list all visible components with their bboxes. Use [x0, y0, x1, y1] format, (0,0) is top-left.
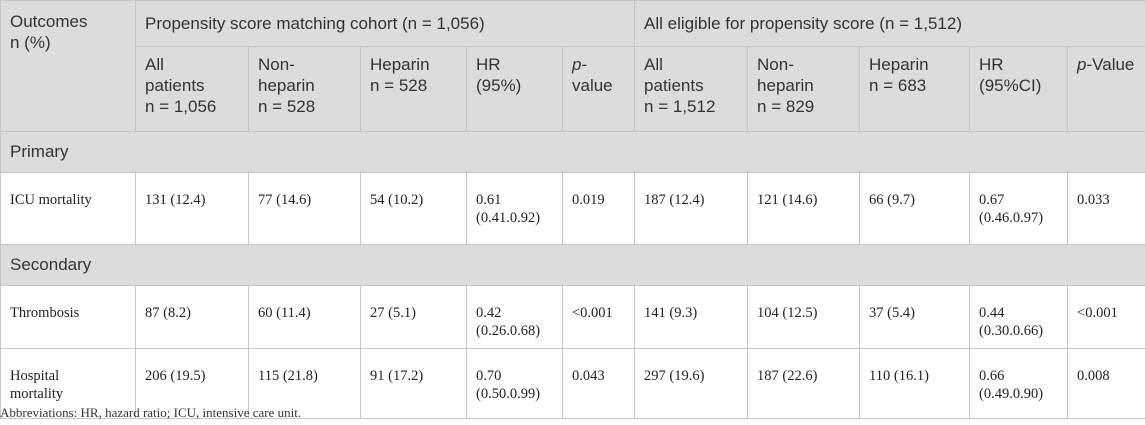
section-label-secondary: Secondary [0, 244, 1145, 286]
col-header-text: n = 683 [869, 76, 927, 95]
col-header-text: (95%) [476, 76, 522, 95]
col-header-text: Non- [258, 55, 295, 74]
cell: 297 (19.6) [634, 348, 749, 419]
cell-hr: 0.42 (0.26.0.68) [466, 285, 563, 349]
cell: 87 (8.2) [135, 285, 249, 349]
cell-text: (0.30.0.66) [979, 323, 1044, 339]
table-row: Thrombosis 87 (8.2) 60 (11.4) 27 (5.1) 0… [0, 285, 1145, 349]
cell: 60 (11.4) [248, 285, 361, 349]
col-header-text: n = 829 [757, 97, 815, 116]
col-header-text: heparin [757, 76, 814, 95]
cell-text: 0.44 [979, 305, 1005, 321]
col-header-text: All [145, 55, 164, 74]
col-header-text: - [581, 55, 588, 74]
col-header-g1-heparin: Heparin n = 528 [360, 46, 467, 132]
cell-text: 0.42 [476, 305, 502, 321]
table-footnote: Abbreviations: HR, hazard ratio; ICU, in… [0, 405, 302, 420]
cell: 131 (12.4) [135, 172, 249, 245]
col-header-g1-hr: HR (95%) [466, 46, 563, 132]
col-header-g2-all-patients: All patients n = 1,512 [634, 46, 749, 132]
col-header-g1-p-value: p- value [561, 46, 636, 132]
cell: 104 (12.5) [747, 285, 861, 349]
cell: <0.001 [1067, 285, 1145, 349]
outcomes-header-line1: Outcomes [10, 12, 88, 31]
col-header-text: Non- [757, 55, 794, 74]
col-header-text: HR [476, 55, 501, 74]
section-label-primary: Primary [0, 131, 1145, 173]
cell-hr: 0.66 (0.49.0.90) [969, 348, 1069, 419]
cell-hr: 0.44 (0.30.0.66) [969, 285, 1069, 349]
cell: 141 (9.3) [634, 285, 749, 349]
cell: 54 (10.2) [360, 172, 467, 245]
col-header-text: All [644, 55, 663, 74]
row-label-thrombosis: Thrombosis [0, 285, 136, 349]
cell-text: (0.49.0.90) [979, 386, 1044, 402]
cell-hr: 0.67 (0.46.0.97) [969, 172, 1069, 245]
row-label-hospital-mortality: Hospital mortality [0, 348, 136, 419]
cell: 0.033 [1067, 172, 1145, 245]
header-row-groups: Outcomes n (%) Propensity score matching… [0, 0, 1145, 132]
cell: 27 (5.1) [360, 285, 467, 349]
cell-text: Hospital [10, 368, 60, 384]
col-header-text: HR [979, 55, 1004, 74]
col-header-g2-p-value: p-Value [1067, 46, 1145, 132]
outcomes-header-line2: n (%) [10, 33, 51, 52]
cell: 115 (21.8) [248, 348, 361, 419]
section-row-secondary: Secondary [0, 244, 1145, 286]
col-header-g1-all-patients: All patients n = 1,056 [135, 46, 249, 132]
cell-text: 0.61 [476, 192, 502, 208]
outcomes-header: Outcomes n (%) [0, 0, 136, 132]
cell-text: 0.70 [476, 368, 502, 384]
cell: 0.043 [561, 348, 636, 419]
col-header-text: heparin [258, 76, 315, 95]
col-header-text: -Value [1086, 55, 1135, 74]
group-header-eligible: All eligible for propensity score (n = 1… [634, 0, 1145, 47]
cell-text: mortality [10, 386, 64, 402]
table-row: ICU mortality 131 (12.4) 77 (14.6) 54 (1… [0, 172, 1145, 245]
cell: 0.019 [561, 172, 636, 245]
table-row: Hospital mortality 206 (19.5) 115 (21.8)… [0, 348, 1145, 419]
col-header-g2-heparin: Heparin n = 683 [859, 46, 971, 132]
header-row-columns: All patients n = 1,056 Non- heparin n = … [1, 46, 1145, 132]
col-header-g2-hr: HR (95%CI) [969, 46, 1069, 132]
col-header-text: n = 1,512 [644, 97, 716, 116]
cell: 91 (17.2) [360, 348, 467, 419]
col-header-g2-non-heparin: Non- heparin n = 829 [747, 46, 861, 132]
cell: 66 (9.7) [859, 172, 971, 245]
cell-text: 0.67 [979, 192, 1005, 208]
cell-text: (0.26.0.68) [476, 323, 541, 339]
cell: 187 (22.6) [747, 348, 861, 419]
col-header-text: p [1077, 55, 1087, 74]
cell: 206 (19.5) [135, 348, 249, 419]
cell-text: (0.41.0.92) [476, 210, 541, 226]
col-header-text: n = 528 [258, 97, 316, 116]
group-header-matched: Propensity score matching cohort (n = 1,… [134, 0, 636, 47]
cell: <0.001 [561, 285, 636, 349]
col-header-text: n = 528 [370, 76, 428, 95]
section-row-primary: Primary [0, 131, 1145, 173]
col-header-text: value [572, 76, 613, 95]
cell: 77 (14.6) [248, 172, 361, 245]
col-header-text: Heparin [370, 55, 430, 74]
cell-text: 0.66 [979, 368, 1005, 384]
col-header-text: p [572, 55, 582, 74]
cell: 121 (14.6) [747, 172, 861, 245]
cell-text: (0.50.0.99) [476, 386, 541, 402]
cell: 0.008 [1067, 348, 1145, 419]
cell: 37 (5.4) [859, 285, 971, 349]
cell-hr: 0.70 (0.50.0.99) [466, 348, 563, 419]
cell-text: (0.46.0.97) [979, 210, 1044, 226]
col-header-text: patients [644, 76, 704, 95]
col-header-text: Heparin [869, 55, 929, 74]
col-header-g1-non-heparin: Non- heparin n = 528 [248, 46, 361, 132]
col-header-text: patients [145, 76, 205, 95]
row-label-icu-mortality: ICU mortality [0, 172, 136, 245]
cell: 110 (16.1) [859, 348, 971, 419]
col-header-text: n = 1,056 [145, 97, 217, 116]
cell: 187 (12.4) [634, 172, 749, 245]
cell-hr: 0.61 (0.41.0.92) [466, 172, 563, 245]
col-header-text: (95%CI) [979, 76, 1042, 95]
